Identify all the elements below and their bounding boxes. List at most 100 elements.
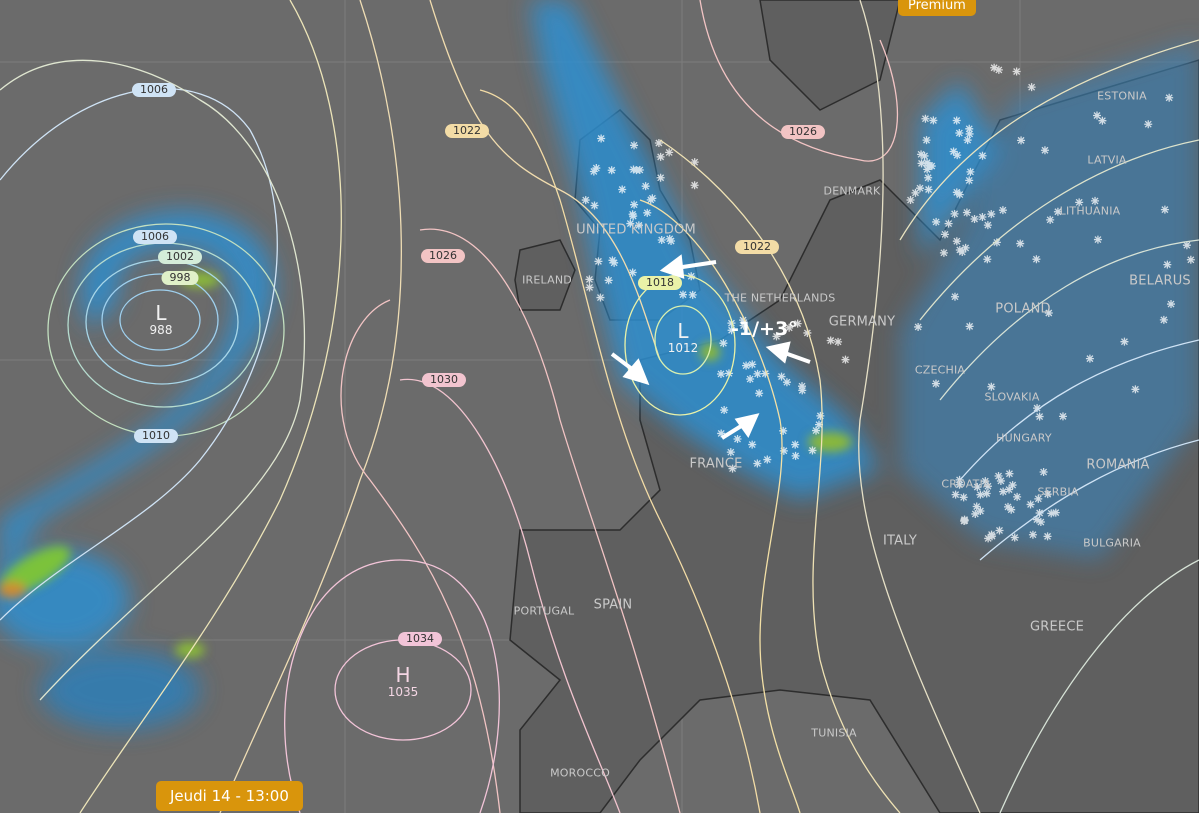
snowflake-icon	[1035, 412, 1044, 421]
snowflake-icon	[998, 206, 1007, 215]
country-label: SPAIN	[593, 597, 633, 613]
snowflake-icon	[793, 319, 802, 328]
snowflake-icon	[1034, 494, 1043, 503]
premium-button[interactable]: Premium	[898, 0, 976, 16]
snowflake-icon	[999, 487, 1008, 496]
snowflake-icon	[826, 336, 835, 345]
snowflake-icon	[720, 406, 729, 415]
timestamp-badge[interactable]: Jeudi 14 - 13:00	[156, 781, 303, 811]
snowflake-icon	[1046, 215, 1055, 224]
snowflake-icon	[983, 221, 992, 230]
country-label: CZECHIA	[914, 363, 966, 377]
snowflake-icon	[955, 475, 964, 484]
snowflake-icon	[739, 316, 748, 325]
snowflake-icon	[976, 490, 985, 499]
snowflake-icon	[618, 185, 627, 194]
snowflake-icon	[987, 530, 996, 539]
isobar-label: 1026	[781, 125, 825, 139]
snowflake-icon	[834, 337, 843, 346]
snowflake-icon	[972, 502, 981, 511]
snowflake-icon	[1091, 196, 1100, 205]
snowflake-icon	[641, 182, 650, 191]
snowflake-icon	[597, 134, 606, 143]
snowflake-icon	[929, 116, 938, 125]
snowflake-icon	[628, 210, 637, 219]
snowflake-icon	[733, 434, 742, 443]
snowflake-icon	[785, 323, 794, 332]
temperature-annotation: -1/+3°	[731, 318, 798, 340]
snowflake-icon	[626, 219, 635, 228]
isobar-label: 1022	[445, 124, 489, 138]
snowflake-icon	[996, 476, 1005, 485]
country-label: TUNISIA	[811, 726, 857, 740]
snowflake-icon	[921, 114, 930, 123]
snowflake-icon	[1131, 385, 1140, 394]
snowflake-icon	[962, 208, 971, 217]
snowflake-icon	[911, 188, 920, 197]
arrow-icon	[720, 413, 760, 440]
snowflake-icon	[643, 208, 652, 217]
snowflake-icon	[987, 382, 996, 391]
snowflake-icon	[1098, 116, 1107, 125]
snowflake-icon	[798, 382, 807, 391]
pressure-type: H	[395, 663, 411, 687]
snowflake-icon	[727, 326, 736, 335]
snowflake-icon	[728, 464, 737, 473]
country-label: LITHUANIA	[1059, 204, 1121, 218]
snowflake-icon	[1044, 309, 1053, 318]
snowflake-icon	[779, 426, 788, 435]
snowflake-icon	[779, 446, 788, 455]
snowflake-icon	[808, 446, 817, 455]
snowflake-icon	[777, 372, 786, 381]
snowflake-icon	[960, 515, 969, 524]
snowflake-icon	[690, 181, 699, 190]
snowflake-icon	[748, 440, 757, 449]
snowflake-icon	[632, 166, 641, 175]
snowflake-icon	[1010, 533, 1019, 542]
snowflake-icon	[585, 283, 594, 292]
snowflake-icon	[772, 332, 781, 341]
snowflake-icon	[1039, 468, 1048, 477]
snowflake-icon	[966, 167, 975, 176]
snowflake-icon	[755, 389, 764, 398]
snowflake-icon	[727, 319, 736, 328]
snowflake-icon	[739, 321, 748, 330]
snowflake-icon	[924, 173, 933, 182]
snowflake-icon	[604, 276, 613, 285]
low-pressure-center: L 988	[150, 303, 173, 337]
snowflake-icon	[763, 455, 772, 464]
snowflake-icon	[630, 141, 639, 150]
snowflake-icon	[803, 328, 812, 337]
snowflake-icon	[1160, 205, 1169, 214]
arrow-icon	[610, 352, 650, 386]
snowflake-icon	[952, 116, 961, 125]
low-pressure-center: L 1012	[668, 321, 699, 355]
snowflake-icon	[596, 293, 605, 302]
country-label: POLAND	[995, 301, 1051, 317]
snowflake-icon	[1043, 532, 1052, 541]
snowflake-icon	[748, 360, 757, 369]
country-label: IRELAND	[522, 273, 572, 287]
snowflake-icon	[995, 526, 1004, 535]
snowflake-icon	[982, 489, 991, 498]
isobar-label: 1006	[133, 230, 177, 244]
snowflake-icon	[959, 493, 968, 502]
snowflake-icon	[1093, 111, 1101, 120]
snowflake-icon	[952, 237, 961, 246]
snowflake-icon	[724, 369, 733, 378]
snowflake-icon	[994, 472, 1003, 481]
snowflake-icon	[1005, 469, 1014, 478]
snowflake-icon	[657, 235, 666, 244]
snowflake-icon	[1093, 235, 1102, 244]
pressure-value: 1035	[387, 685, 419, 699]
snowflake-icon	[665, 148, 674, 157]
snowflake-icon	[925, 161, 934, 170]
snowflake-icon	[841, 355, 850, 364]
snowflake-icon	[719, 339, 728, 348]
snowflake-icon	[592, 164, 601, 173]
isobar-label: 1002	[158, 250, 202, 264]
snowflake-icon	[630, 200, 639, 209]
isobar-label: 1018	[638, 276, 682, 290]
snowflake-icon	[994, 65, 1003, 74]
